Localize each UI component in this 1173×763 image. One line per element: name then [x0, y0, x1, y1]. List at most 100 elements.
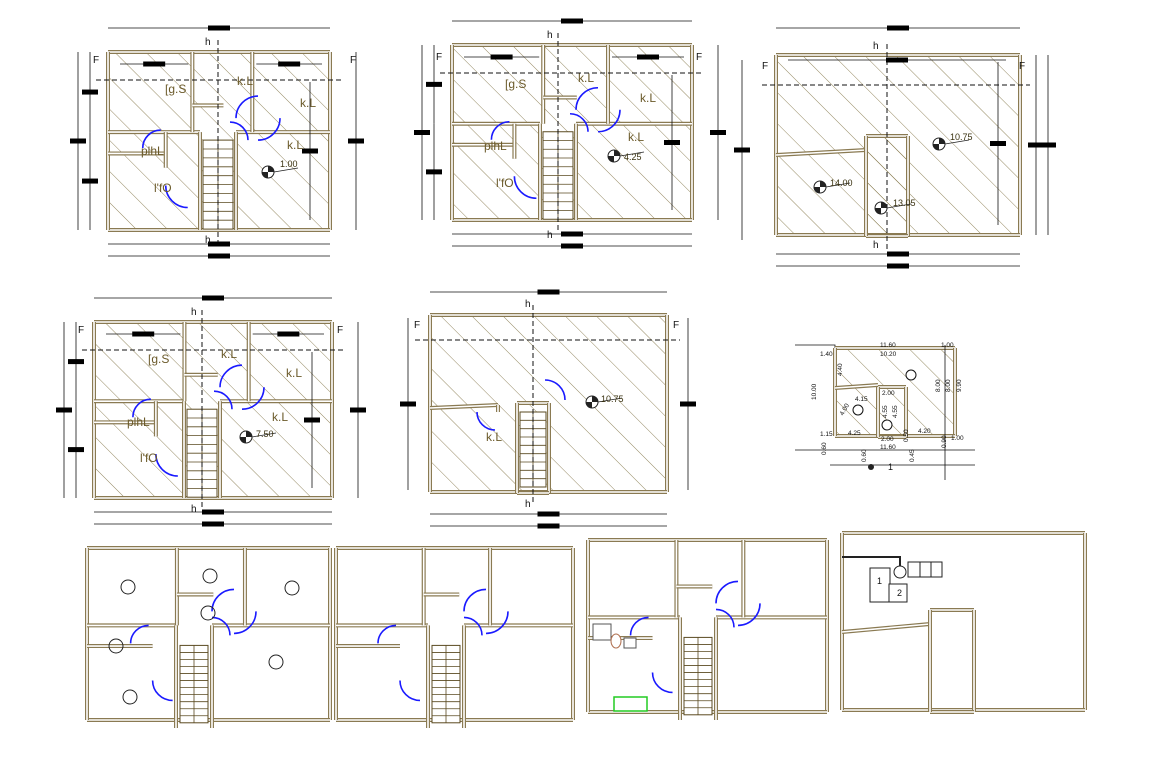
elevation-label: 7.50 — [256, 429, 274, 439]
dimension-label: 4.20 — [918, 428, 931, 435]
door-swing-arc — [155, 453, 178, 477]
section-mark-h: h — [205, 37, 211, 48]
equipment-label: 2 — [897, 588, 902, 598]
dimension-label: 10.20 — [880, 351, 897, 358]
dimension-label: 0.45 — [909, 449, 916, 462]
dimension-label: 4.15 — [855, 396, 868, 403]
section-mark-f: F — [337, 325, 343, 336]
elevation-marker-icon — [881, 419, 893, 431]
redacted-dimension — [302, 148, 318, 154]
door-swing-arc — [490, 120, 510, 140]
elevation-marker-fill — [933, 138, 945, 150]
room-label: k.L — [221, 347, 237, 361]
room-label: [g.S — [505, 77, 526, 91]
section-mark-f: F — [93, 55, 99, 66]
room-label: k.L — [578, 71, 594, 85]
elevation-label: 14.00 — [830, 178, 853, 188]
reference-label: 1 — [888, 462, 893, 472]
redacted-dimension — [304, 417, 320, 423]
dimension-label: 10.00 — [811, 383, 818, 400]
redacted-dimension — [56, 407, 72, 413]
dimension-label: 11.60 — [880, 342, 896, 349]
dimension-label: 0.60 — [861, 449, 868, 462]
door-swing-arc — [211, 616, 231, 636]
section-mark-f: F — [673, 320, 679, 331]
shower-icon — [592, 623, 612, 641]
plan-1-labels: [g.S k.L k.L k.L plhL l'fO 1.00 h h F F — [93, 37, 356, 246]
elevation-leader — [944, 139, 970, 145]
redacted-dimension — [68, 359, 84, 365]
redacted-dimension — [277, 331, 300, 337]
redacted-dimension — [202, 509, 224, 515]
door-swing-arc — [233, 611, 257, 635]
redacted-dimension — [70, 138, 86, 144]
light-fixture-icon — [120, 579, 136, 595]
elevation-marker-fill — [586, 396, 598, 408]
door-swing-arc — [463, 616, 483, 636]
dimension-label: 1.00 — [941, 342, 954, 349]
dimension-label: 0.60 — [821, 442, 828, 455]
light-fixture-icon — [122, 689, 138, 705]
pipe — [842, 556, 901, 568]
redacted-dimension — [664, 140, 680, 145]
door-swing-arc — [377, 624, 397, 644]
section-mark-f: F — [762, 61, 768, 72]
redacted-dimension — [82, 178, 98, 184]
room-label: k.L — [237, 74, 253, 88]
elevation-leader — [886, 203, 912, 209]
elevation-label: 1.00 — [280, 159, 298, 169]
redacted-dimension — [82, 89, 98, 95]
dimension-label: 9.90 — [956, 379, 963, 392]
dimension-label: 4.55 — [882, 405, 889, 418]
room-label: k.L — [287, 138, 303, 152]
redacted-dimension — [68, 447, 84, 453]
redacted-dimension — [734, 147, 750, 153]
redacted-dimension — [1040, 142, 1056, 148]
section-mark-h: h — [525, 499, 531, 510]
elevation-marker-icon — [852, 404, 864, 416]
room-label: [g.S — [165, 82, 186, 96]
dimension-label: 1.15 — [820, 431, 833, 438]
redacted-dimension — [680, 401, 696, 407]
redacted-dimension — [414, 130, 430, 135]
light-fixture-icon — [284, 580, 300, 596]
redacted-dimension — [208, 253, 230, 259]
door-swing-arc — [513, 176, 537, 200]
section-mark-f: F — [350, 55, 356, 66]
door-swing-arc — [485, 611, 509, 635]
door-swing-arc — [629, 616, 649, 636]
room-label: k.L — [272, 410, 288, 424]
room-label: plhL — [141, 144, 164, 158]
room-label: l'fO — [154, 181, 172, 195]
redacted-dimension — [561, 243, 583, 249]
room-label: k.L — [628, 130, 644, 144]
section-mark-f: F — [1019, 61, 1025, 72]
elevation-marker-icon — [905, 369, 917, 381]
redacted-dimension — [132, 331, 155, 337]
section-mark-f: F — [78, 325, 84, 336]
redacted-dimension — [490, 54, 513, 60]
redacted-dimension — [400, 401, 416, 407]
dimension-label: 8.00 — [945, 379, 952, 392]
section-mark-h: h — [873, 240, 879, 251]
elevation-marker-fill — [814, 181, 826, 193]
stove-icon — [613, 696, 648, 712]
plan-4-labels: [g.S k.L k.L k.L plhL l'fO 7.50 h h F F — [78, 307, 343, 515]
dimension-label: 0.50 — [903, 429, 910, 442]
section-mark-h: h — [191, 307, 197, 318]
door-swing-arc — [737, 603, 761, 627]
door-swing-arc — [129, 624, 149, 644]
elevation-marker-fill — [608, 150, 620, 162]
redacted-dimension — [348, 138, 364, 144]
redacted-dimension — [208, 25, 230, 31]
elevation-leader — [273, 167, 299, 173]
redacted-dimension — [887, 25, 909, 31]
room-label: l'fO — [140, 451, 158, 465]
site-plan-labels: 11.60 10.20 1.00 1.40 4.40 10.00 8.00 8.… — [811, 342, 964, 472]
door-swing-arc — [164, 185, 188, 209]
water-heater-icon — [888, 583, 908, 603]
dimension-label: 2.00 — [881, 436, 894, 443]
door-swing-arc — [151, 680, 173, 702]
dimension-label: 11.60 — [880, 444, 896, 451]
